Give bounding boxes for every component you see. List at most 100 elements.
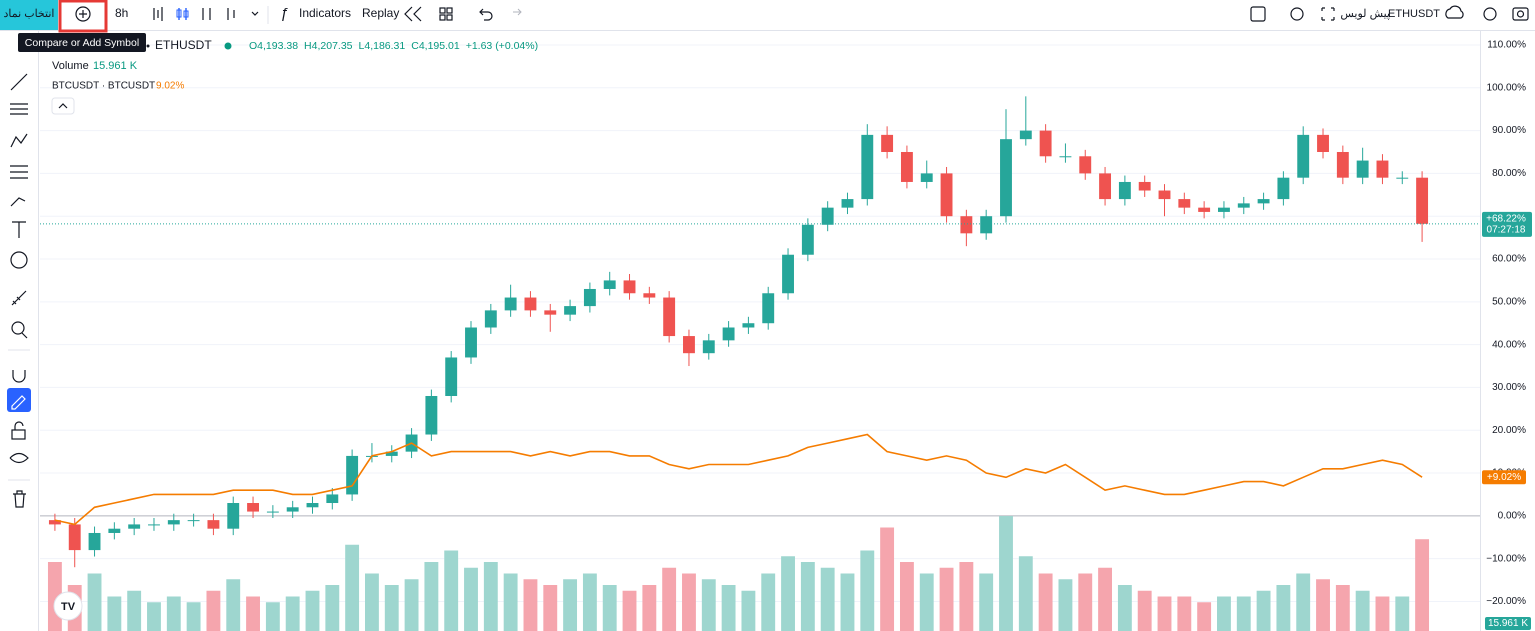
candle-body — [286, 507, 299, 512]
candle-body — [88, 532, 101, 551]
layout-icon — [439, 14, 446, 21]
volume-bar — [523, 579, 538, 631]
candle-body — [1396, 177, 1409, 179]
candle-body — [1237, 203, 1250, 208]
y-tick-label: 100.00% — [1487, 82, 1527, 93]
volume-bar — [384, 585, 399, 631]
undo-button[interactable] — [479, 8, 493, 21]
snapshot-icon[interactable] — [1512, 7, 1529, 21]
candle-body — [148, 524, 160, 526]
candle-body — [960, 216, 973, 234]
volume-bar — [325, 585, 340, 631]
snapshot-lens — [1516, 10, 1525, 18]
volume-bar — [840, 573, 855, 631]
settings-icon[interactable] — [1483, 7, 1497, 21]
candle-body — [445, 357, 458, 396]
volume-bar — [1296, 573, 1311, 631]
more-tools[interactable] — [9, 421, 29, 508]
candle-body — [1158, 190, 1171, 200]
fx-icon: ƒ — [280, 5, 288, 22]
compare-legend-name: BTCUSDT · BTCUSDT — [52, 81, 155, 92]
candle-body — [484, 310, 497, 328]
volume-bar — [880, 527, 895, 631]
volume-bar — [1256, 590, 1271, 631]
logo-mark: TV — [61, 601, 76, 613]
candle-body — [881, 134, 894, 152]
candle-body — [1019, 130, 1032, 140]
volume-bar — [622, 590, 637, 631]
volume-bar — [860, 550, 875, 631]
pencil-icon — [11, 395, 26, 410]
interval-button[interactable]: 8h — [115, 6, 128, 20]
layout-icon[interactable] — [439, 7, 446, 14]
redo-button[interactable] — [513, 8, 522, 16]
candle-body — [207, 520, 220, 529]
expand-icon[interactable] — [1321, 7, 1335, 21]
candle-body — [722, 327, 735, 341]
volume-bar — [582, 573, 597, 631]
candle-body — [1198, 207, 1211, 212]
ohlc-legend-value: +1.63 (+0.04%) — [466, 40, 538, 52]
volume-bar — [1355, 590, 1370, 631]
y-tick-label: −10.00% — [1486, 553, 1526, 564]
candle-body — [68, 524, 81, 551]
candle-body — [583, 288, 596, 307]
drawing-tools[interactable] — [10, 73, 28, 306]
magnet-tool[interactable] — [12, 332, 28, 383]
indicators-button[interactable]: Indicators — [299, 6, 351, 20]
fullscreen-toggle[interactable] — [1250, 6, 1266, 22]
layout-icon — [446, 7, 453, 14]
emoji-tool[interactable] — [10, 251, 28, 269]
volume-bar — [444, 550, 459, 631]
candle-body — [1356, 160, 1369, 178]
candle-body — [801, 224, 814, 255]
volume-bar — [1157, 596, 1172, 631]
candle-body — [346, 455, 359, 495]
volume-bar — [503, 573, 518, 631]
volume-bar — [741, 590, 756, 631]
volume-bar — [1117, 585, 1132, 631]
volume-bar — [147, 602, 161, 631]
candle-body — [1257, 199, 1270, 204]
volume-bar — [979, 573, 994, 631]
candle-body — [623, 280, 636, 294]
candle-body — [841, 199, 854, 208]
y-tick-label: 40.00% — [1492, 339, 1526, 350]
volume-bar — [345, 544, 360, 631]
candle-body — [227, 503, 240, 529]
last-price-label: +68.22% — [1486, 213, 1526, 224]
market-status — [224, 42, 232, 50]
candle-body — [940, 173, 953, 217]
volume-bar — [602, 585, 617, 631]
volume-bar — [87, 573, 102, 631]
bars-icon[interactable] — [153, 7, 163, 21]
candle-body — [900, 151, 913, 182]
candle-body — [980, 216, 993, 234]
candle-body — [1317, 134, 1329, 152]
volume-bar — [563, 579, 578, 631]
unlock-tool[interactable] — [11, 429, 26, 440]
right-label: پیش لویس — [1340, 8, 1390, 20]
volume-bar — [1038, 573, 1053, 631]
candle-body — [1099, 173, 1112, 200]
volume-bar — [1415, 539, 1430, 631]
candle-body — [465, 327, 477, 358]
lock-drawing-button[interactable] — [7, 388, 31, 412]
candle-body — [861, 134, 874, 200]
cloud-icon[interactable] — [1445, 5, 1464, 19]
right-symbol[interactable]: ETHUSDT — [1388, 8, 1440, 20]
left-toolbar — [0, 31, 38, 631]
replay-button[interactable]: Replay — [362, 6, 399, 20]
alert-icon[interactable] — [1290, 7, 1304, 21]
candle-body — [1039, 130, 1052, 157]
compare-axis-label: +9.02% — [1487, 472, 1521, 483]
zoom-tool[interactable] — [11, 321, 25, 335]
candle-body — [1178, 199, 1191, 208]
candle-body — [247, 503, 259, 512]
collapse-legend-button[interactable] — [51, 97, 75, 115]
chart-style-icons[interactable] — [202, 8, 259, 20]
symbol-search-button[interactable] — [0, 0, 58, 30]
compare-button[interactable] — [75, 6, 91, 22]
price-axis — [1480, 31, 1535, 631]
